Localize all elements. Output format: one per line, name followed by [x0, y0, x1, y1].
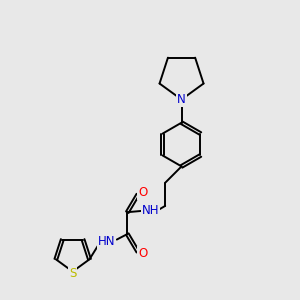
Text: NH: NH — [142, 204, 159, 217]
Text: O: O — [138, 186, 148, 199]
Text: N: N — [177, 93, 186, 106]
Text: S: S — [69, 267, 76, 280]
Text: HN: HN — [98, 235, 115, 248]
Text: O: O — [138, 248, 148, 260]
